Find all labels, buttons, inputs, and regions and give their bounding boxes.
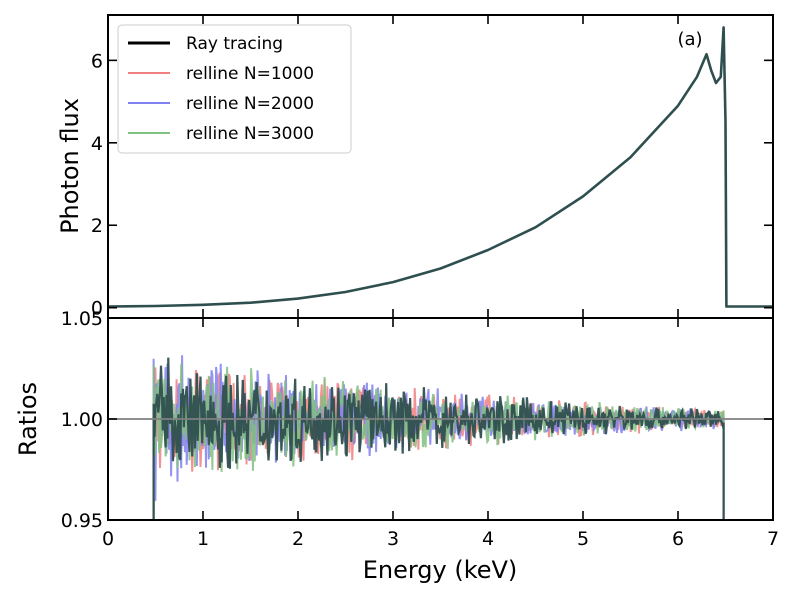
y-tick-label: 2 [91, 215, 103, 237]
legend-label: Ray tracing [186, 34, 283, 54]
top-x-ticks [107, 15, 774, 318]
legend-entry-relline-2000: relline N=2000 [128, 94, 314, 114]
legend-label: relline N=2000 [186, 94, 314, 114]
x-tick-label: 6 [672, 528, 684, 550]
top-panel: 0 2 4 6 (a) Photon flux Ray tracing relline… [56, 14, 774, 320]
ratio-series-line [152, 357, 725, 520]
x-axis-title: Energy (keV) [363, 556, 518, 584]
y-tick-label: 6 [91, 50, 103, 72]
bottom-y-ticks: 0.95 1.00 1.05 [61, 308, 773, 532]
x-tick-label: 2 [292, 528, 304, 550]
x-tick-label: 7 [767, 528, 779, 550]
legend-label: relline N=3000 [186, 124, 314, 144]
top-y-ticks: 0 2 4 6 [91, 50, 773, 320]
legend-entry-relline-1000: relline N=1000 [128, 64, 314, 84]
legend: Ray tracing relline N=1000 relline N=200… [117, 24, 352, 154]
ray-tracing-flux-line [107, 26, 773, 308]
x-tick-label: 3 [387, 528, 399, 550]
panel-annotation: (a) [677, 29, 702, 50]
bottom-x-ticks: 0 1 2 3 4 5 6 7 [102, 318, 779, 550]
top-y-axis-title: Photon flux [56, 98, 84, 234]
x-tick-label: 1 [197, 528, 209, 550]
y-tick-label: 4 [91, 133, 103, 155]
legend-box [117, 24, 352, 154]
x-tick-label: 4 [482, 528, 494, 550]
ratio-lines [152, 355, 725, 520]
y-tick-label: 0 [91, 298, 103, 320]
x-tick-label: 5 [577, 528, 589, 550]
legend-label: relline N=1000 [186, 64, 314, 84]
bottom-panel: 0.95 1.00 1.05 0 1 2 3 4 5 6 7 Ratios Energy (keV… [14, 308, 779, 584]
legend-entry-ray-tracing: Ray tracing [128, 34, 283, 54]
y-tick-label: 0.95 [61, 510, 103, 532]
legend-entry-relline-3000: relline N=3000 [128, 124, 314, 144]
y-tick-label: 1.05 [61, 308, 103, 330]
y-tick-label: 1.00 [61, 409, 103, 431]
x-tick-label: 0 [102, 528, 114, 550]
bottom-y-axis-title: Ratios [14, 382, 42, 456]
